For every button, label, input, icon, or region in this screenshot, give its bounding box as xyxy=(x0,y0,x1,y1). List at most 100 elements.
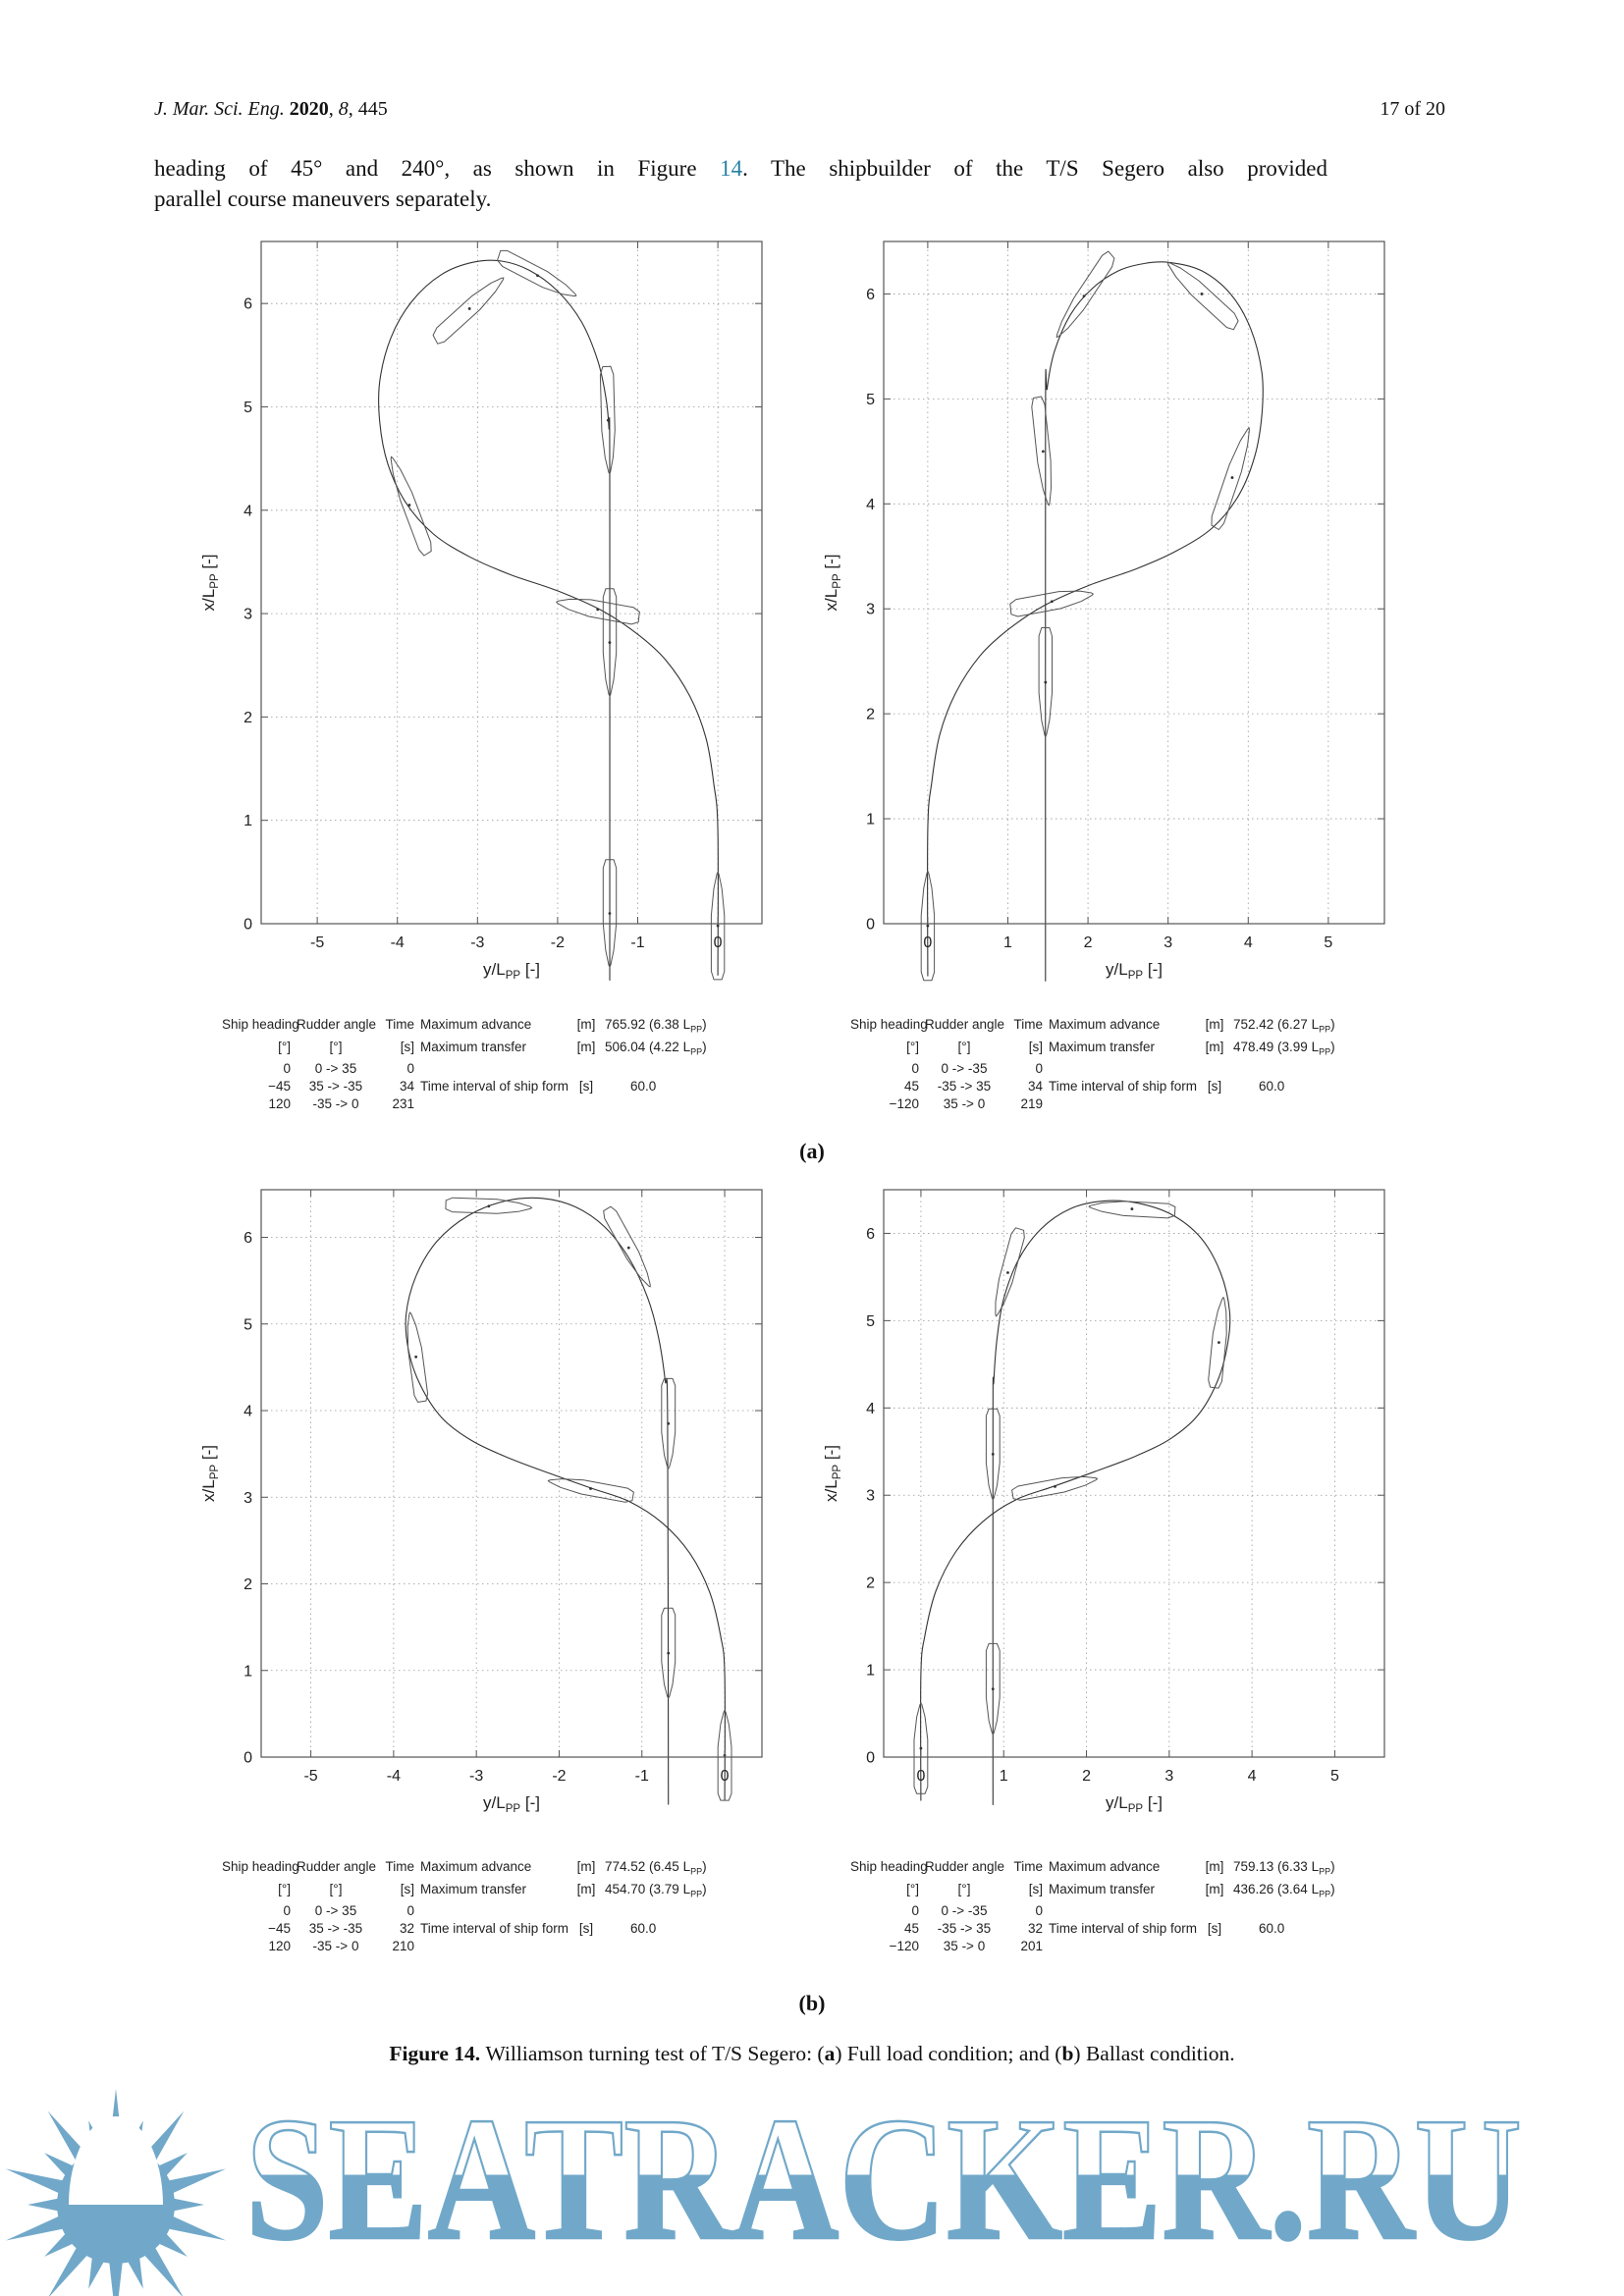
table-cell: 0 xyxy=(406,1061,414,1077)
y-tick-label: 6 xyxy=(866,1226,875,1243)
x-tick-label: 2 xyxy=(1084,934,1093,951)
y-tick-label: 1 xyxy=(244,1663,252,1680)
panel-label-a: (a) xyxy=(799,1139,825,1163)
ship-center-dot xyxy=(1200,293,1204,295)
table-cell xyxy=(420,1060,568,1078)
ship-center-dot xyxy=(467,307,471,310)
table-cell: Time interval of ship form xyxy=(420,1921,569,1937)
table-cell xyxy=(573,1060,599,1078)
table-cell xyxy=(1233,1902,1349,1920)
table-cell: Maximum advance xyxy=(1049,1859,1161,1874)
table-cell xyxy=(1233,1938,1349,1955)
table-cell: 0 xyxy=(911,1903,919,1919)
table-cell: 0 -> -35 xyxy=(941,1903,988,1919)
x-tick-label: -1 xyxy=(635,1768,649,1785)
table-cell: -35 -> 0 xyxy=(312,1939,359,1954)
ship-outline xyxy=(661,1377,677,1469)
table-cell xyxy=(420,1902,568,1920)
ship-center-dot xyxy=(1044,680,1048,684)
maneuver-table-a-left: Ship heading Rudder angle Time Maximum adva… xyxy=(222,1016,721,1113)
table-cell: Rudder angle xyxy=(925,1017,1005,1032)
table-cell: 752.42 (6.27 LPP) xyxy=(1233,1017,1335,1035)
figure-14-link[interactable]: 14 xyxy=(720,156,743,181)
watermark: SEATRACKER.RU xyxy=(5,2080,1523,2296)
table-cell: Rudder angle xyxy=(925,1859,1005,1874)
plot-b-left: -5 -4 -3 -2 -1 0 0 1 2 3 4 5 6 y/LPP [-] x/LPP [-] xyxy=(199,1189,763,1815)
table-cell xyxy=(605,1902,721,1920)
table-cell: 210 xyxy=(392,1939,414,1954)
table-cell: 45 xyxy=(903,1079,919,1095)
table-cell xyxy=(605,1938,721,1955)
y-tick-label: 3 xyxy=(244,607,252,623)
plot-frame xyxy=(260,1189,763,1758)
ship-center-dot xyxy=(1054,1484,1056,1488)
y-tick-label: 1 xyxy=(866,1663,875,1680)
grid xyxy=(884,241,1384,925)
table-cell: Maximum advance xyxy=(420,1859,532,1874)
table-cell: 35 -> -35 xyxy=(308,1921,363,1937)
table-cell xyxy=(1202,1902,1227,1920)
y-tick-label: 0 xyxy=(866,917,875,934)
x-tick-label: -4 xyxy=(387,1768,401,1785)
grid xyxy=(261,1190,762,1758)
ship-outline xyxy=(390,455,432,557)
table-cell: 0 -> 35 xyxy=(314,1903,357,1919)
ship-outline xyxy=(1038,627,1053,738)
table-cell: 0 xyxy=(1035,1903,1043,1919)
ship-outline xyxy=(985,1642,1001,1735)
trajectory-path xyxy=(378,259,719,981)
maneuver-table-a-right: Ship heading Rudder angle Time Maximum adva… xyxy=(850,1016,1349,1113)
table-cell xyxy=(420,1095,568,1113)
ship-outline xyxy=(1208,1297,1227,1389)
ship-center-dot xyxy=(667,1421,671,1425)
x-tick-label: -5 xyxy=(303,1768,317,1785)
ship-center-dot xyxy=(1006,1271,1009,1274)
ship-outline xyxy=(995,1227,1025,1317)
table-cell xyxy=(605,1060,721,1078)
ship-center-dot xyxy=(991,1687,995,1691)
ship-center-dot xyxy=(1041,450,1045,454)
ship-outline xyxy=(406,1311,429,1403)
maneuver-table-b-left: Ship heading Rudder angle Time Maximum adva… xyxy=(222,1858,721,1955)
table-cell: 478.49 (3.99 LPP) xyxy=(1233,1039,1335,1057)
y-tick-label: 2 xyxy=(866,1575,875,1592)
body-paragraph: heading of 45° and 240°, as shown in Fig… xyxy=(154,153,1327,214)
table-cell: [°] xyxy=(906,1881,919,1896)
ship-center-dot xyxy=(1230,476,1234,479)
table-cell: [°] xyxy=(329,1039,343,1054)
ship-center-dot xyxy=(596,608,600,612)
table-cell: 120 xyxy=(268,1939,291,1954)
table-cell: 45 xyxy=(903,1921,919,1937)
ship-outline xyxy=(913,1702,929,1794)
table-cell: [°] xyxy=(278,1039,291,1054)
table-cell: 454.70 (3.79 LPP) xyxy=(605,1881,707,1899)
y-tick-label: 6 xyxy=(244,1230,252,1247)
ship-outline xyxy=(1056,250,1115,339)
table-cell: -35 -> 35 xyxy=(937,1079,992,1095)
ship-outlines xyxy=(913,1201,1227,1794)
table-cell: 35 -> 0 xyxy=(943,1096,986,1112)
table-cell: [m] xyxy=(1205,1017,1224,1032)
ship-center-dot xyxy=(407,504,411,507)
y-tick-label: 4 xyxy=(866,497,875,513)
table-cell: Maximum advance xyxy=(420,1017,532,1032)
table-cell: [°] xyxy=(957,1039,971,1054)
x-axis-label: y/LPP [-] xyxy=(1106,960,1163,982)
x-tick-label: 4 xyxy=(1244,934,1253,951)
table-cell: [s] xyxy=(400,1881,414,1896)
table-cell xyxy=(605,1095,721,1113)
table-cell: 765.92 (6.38 LPP) xyxy=(605,1017,707,1035)
table-cell: [°] xyxy=(278,1881,291,1896)
tick-marks xyxy=(261,241,762,925)
figure-caption: Figure 14. Williamson turning test of T/… xyxy=(389,2042,1235,2065)
x-tick-label: -3 xyxy=(469,1768,483,1785)
ship-outlines xyxy=(390,249,726,981)
sun-rays xyxy=(5,2089,227,2296)
y-axis-label: x/LPP [-] xyxy=(199,1445,221,1502)
table-cell: Rudder angle xyxy=(297,1859,377,1874)
table-cell: [m] xyxy=(576,1039,596,1054)
table-cell: 32 xyxy=(399,1921,414,1937)
ship-outline xyxy=(556,598,640,625)
y-tick-label: 5 xyxy=(866,392,875,408)
